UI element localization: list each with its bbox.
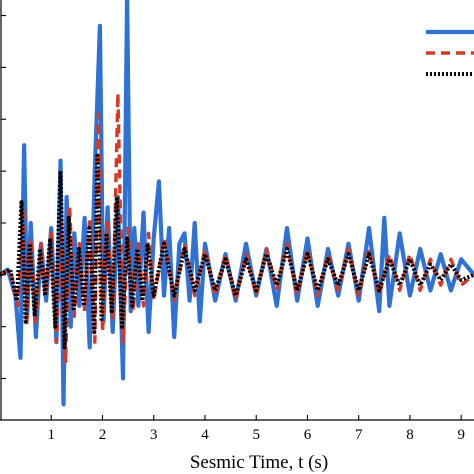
series-line-3-dotted: [0, 153, 474, 350]
x-tick-label: 4: [201, 427, 209, 443]
x-axis-label: Sesmic Time, t (s): [190, 452, 328, 473]
x-tick-label: 5: [252, 427, 260, 443]
x-tick-label: 2: [99, 427, 107, 443]
x-tick-label: 3: [150, 427, 158, 443]
x-tick-label: 8: [406, 427, 414, 443]
x-tick-label: 1: [47, 427, 55, 443]
x-tick-label: 6: [304, 427, 312, 443]
series-line-1-solid: [0, 0, 474, 407]
axes-layer: 1 2 3 4 5 6 7 8 9: [0, 0, 474, 443]
x-tick-label: 7: [355, 427, 363, 443]
x-tick-label: 9: [457, 427, 465, 443]
legend: [426, 29, 474, 76]
series-layer: [0, 0, 474, 407]
